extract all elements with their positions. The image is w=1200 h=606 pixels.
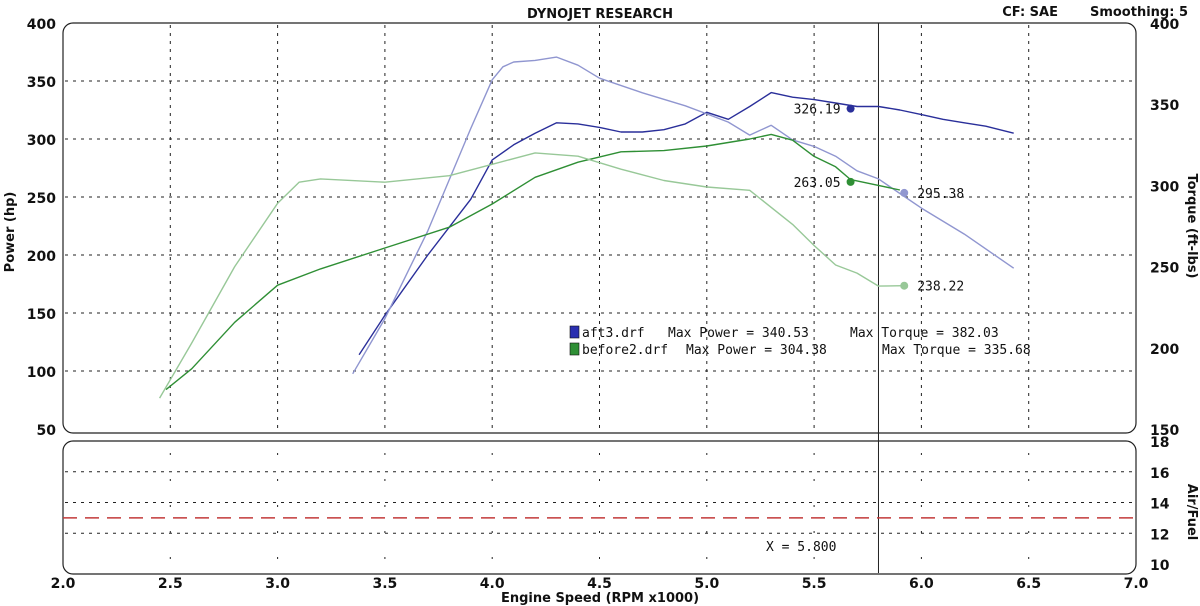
series-marker [846,177,855,186]
marker-label: 263.05 [794,176,841,191]
right-tick-label: 150 [1150,423,1179,439]
legend-torque-before2: Max Torque = 335.68 [882,343,1031,358]
afr-grid [63,453,1136,570]
legend-power-aft3: Max Power = 340.53 [668,326,809,341]
left-tick-label: 400 [27,17,56,33]
afr-tick-label: 12 [1150,527,1169,543]
series-marker [846,104,855,113]
left-axis-ticks: 50 100 150 200 250 300 350 400 [27,17,56,439]
right-tick-label: 300 [1150,179,1179,195]
right-axis-ticks: 150 200 250 300 350 400 [1150,17,1179,439]
x-axis-label: Engine Speed (RPM x1000) [501,591,699,606]
legend-power-before2: Max Power = 304.38 [686,343,827,358]
left-tick-label: 100 [27,365,56,381]
marker-label: 295.38 [917,187,964,202]
series-marker [900,188,909,197]
x-tick-label: 4.5 [587,576,612,592]
right-tick-label: 400 [1150,17,1179,33]
left-tick-label: 200 [27,249,56,265]
legend-torque-aft3: Max Torque = 382.03 [850,326,999,341]
left-tick-label: 50 [37,423,57,439]
left-tick-label: 250 [27,191,56,207]
x-tick-label: 5.0 [694,576,719,592]
series-markers: 326.19 295.38 263.05 238.22 [794,103,965,295]
cursor-readout: X = 5.800 [766,540,836,555]
x-tick-label: 7.0 [1124,576,1149,592]
legend-swatch-aft3 [569,325,580,339]
x-axis-ticks: 2.0 2.5 3.0 3.5 4.0 4.5 5.0 5.5 6.0 6.5 7.0 [51,576,1149,592]
main-grid [65,23,1134,573]
afr-tick-label: 14 [1150,497,1170,513]
x-tick-label: 2.5 [158,576,183,592]
right-axis-label: Torque (ft-lbs) [1184,173,1199,278]
left-tick-label: 350 [27,75,56,91]
legend-swatch-before2 [569,342,580,356]
afr-axis-ticks: 10 12 14 16 18 [1150,435,1170,574]
series-line-before2-power [165,133,901,391]
left-axis-label: Power (hp) [3,192,18,273]
x-tick-label: 6.5 [1016,576,1041,592]
cf-label: CF: SAE [1002,5,1058,20]
right-tick-label: 250 [1150,261,1179,277]
afr-tick-label: 10 [1150,558,1170,574]
x-tick-label: 3.5 [372,576,397,592]
chart-title: DYNOJET RESEARCH [527,7,673,22]
legend: aft3.drf Max Power = 340.53 Max Torque =… [569,325,1031,358]
marker-label: 326.19 [794,103,841,118]
legend-file-aft3: aft3.drf [582,326,645,341]
x-tick-label: 2.0 [51,576,76,592]
x-tick-label: 3.0 [265,576,290,592]
left-tick-label: 300 [27,133,56,149]
afr-tick-label: 16 [1150,466,1169,482]
right-tick-label: 350 [1150,98,1179,114]
left-tick-label: 150 [27,307,56,323]
x-tick-label: 5.5 [802,576,827,592]
afr-tick-label: 18 [1150,435,1169,451]
x-tick-label: 6.0 [909,576,934,592]
legend-file-before2: before2.drf [582,343,668,358]
afr-plot-frame [62,440,1137,575]
x-tick-label: 4.0 [480,576,505,592]
series-lines [158,56,1015,399]
series-line-aft3-torque [352,56,1015,375]
marker-label: 238.22 [917,280,964,295]
afr-axis-label: Air/Fuel [1184,484,1199,540]
series-line-aft3-power [358,91,1014,356]
smoothing-label: Smoothing: 5 [1090,5,1188,20]
right-tick-label: 200 [1150,342,1179,358]
series-line-before2-torque [158,152,905,399]
series-marker [900,281,909,290]
